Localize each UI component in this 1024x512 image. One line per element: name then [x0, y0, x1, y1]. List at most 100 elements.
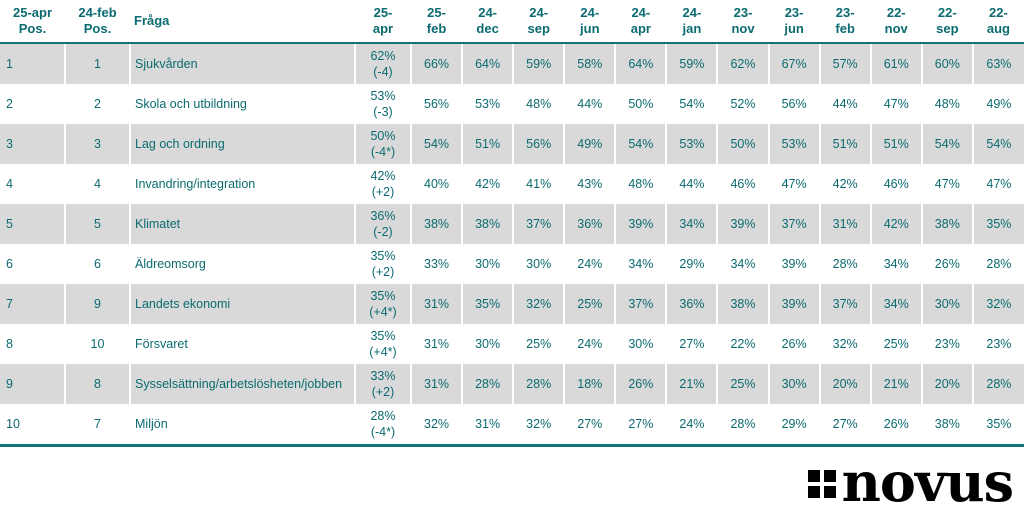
value-cell: 54%: [971, 124, 1024, 164]
value-cell: 54%: [409, 124, 463, 164]
value-cell: 34%: [869, 284, 922, 324]
table-row: 2 2 Skola och utbildning 53% (-3) 56% 53% 48% 4…: [0, 84, 1024, 124]
value-cell: 26%: [920, 244, 973, 284]
pos-current-cell: 10: [0, 404, 65, 447]
value-cell: 38%: [461, 204, 514, 244]
question-cell: Lag och ordning: [129, 124, 355, 164]
value-cell: 59%: [665, 43, 718, 84]
column-header: 23- nov: [717, 0, 769, 44]
logo-square-icon: [807, 470, 820, 482]
column-header: 24-feb Pos.: [65, 0, 130, 44]
value-cell: 30%: [512, 244, 565, 284]
column-header: 22- nov: [870, 0, 922, 44]
pos-previous-cell: 2: [64, 84, 130, 124]
value-cell: 23%: [971, 324, 1024, 364]
value-cell: 39%: [614, 204, 667, 244]
value-cell: 47%: [920, 164, 973, 204]
table-body: 1 1 Sjukvården 62% (-4) 66% 64% 59% 58% 64% 59% 62…: [0, 43, 1024, 447]
value-cell: 31%: [409, 364, 463, 404]
column-header: 24- jan: [666, 0, 718, 44]
value-cell: 42%: [869, 204, 922, 244]
value-cell: 38%: [716, 284, 769, 324]
table-header: 25-apr Pos. 24-feb Pos. Fråga 25- apr 25- fe…: [0, 0, 1024, 44]
pos-previous-cell: 3: [64, 124, 130, 164]
value-cell: 32%: [512, 404, 565, 447]
value-cell: 20%: [818, 364, 871, 404]
column-header: 25-apr Pos.: [0, 0, 65, 44]
value-cell: 28%: [971, 364, 1024, 404]
table-row: 1 1 Sjukvården 62% (-4) 66% 64% 59% 58% 64% 59% 62…: [0, 43, 1024, 84]
novus-four-squares-icon: [807, 470, 836, 498]
value-cell: 29%: [767, 404, 820, 447]
column-header: 24- jun: [564, 0, 616, 44]
value-cell: 48%: [920, 84, 973, 124]
value-cell: 61%: [869, 43, 922, 84]
current-value-cell: 50% (-4*): [354, 124, 411, 164]
value-cell: 53%: [665, 124, 718, 164]
value-cell: 27%: [665, 324, 718, 364]
value-cell: 47%: [971, 164, 1024, 204]
pos-current-cell: 6: [6, 256, 13, 271]
value-cell: 28%: [716, 404, 769, 447]
value-cell: 57%: [818, 43, 871, 84]
value-cell: 29%: [665, 244, 718, 284]
table-header-row: 25-apr Pos. 24-feb Pos. Fråga 25- apr 25- fe…: [0, 0, 1024, 44]
pos-previous-cell: 8: [64, 364, 130, 404]
value-cell: 24%: [563, 324, 616, 364]
value-cell: 30%: [920, 284, 973, 324]
value-cell: 26%: [869, 404, 922, 447]
value-cell: 47%: [869, 84, 922, 124]
value-cell: 64%: [614, 43, 667, 84]
current-value-cell: 35% (+4*): [354, 284, 411, 324]
value-cell: 59%: [512, 43, 565, 84]
pos-previous-cell: 6: [64, 244, 130, 284]
column-header: 25- feb: [411, 0, 463, 44]
question-cell: Skola och utbildning: [129, 84, 355, 124]
pos-previous-cell: 4: [64, 164, 130, 204]
logo-square-icon: [823, 486, 836, 498]
pos-previous-cell: 9: [64, 284, 130, 324]
question-cell: Sysselsättning/arbetslösheten/jobben: [129, 364, 355, 404]
value-cell: 49%: [971, 84, 1024, 124]
value-cell: 28%: [512, 364, 565, 404]
current-value-cell: 62% (-4): [354, 43, 411, 84]
value-cell: 50%: [716, 124, 769, 164]
value-cell: 46%: [869, 164, 922, 204]
value-cell: 24%: [563, 244, 616, 284]
value-cell: 35%: [971, 204, 1024, 244]
logo-square-icon: [823, 470, 836, 482]
value-cell: 24%: [665, 404, 718, 447]
value-cell: 54%: [665, 84, 718, 124]
value-cell: 31%: [818, 204, 871, 244]
value-cell: 44%: [563, 84, 616, 124]
column-header: 23- feb: [819, 0, 871, 44]
value-cell: 53%: [767, 124, 820, 164]
value-cell: 44%: [818, 84, 871, 124]
value-cell: 37%: [512, 204, 565, 244]
column-header: Fråga: [130, 0, 355, 44]
column-header: 23- jun: [768, 0, 820, 44]
value-cell: 37%: [818, 284, 871, 324]
table-row: 5 5 Klimatet 36% (-2) 38% 38% 37% 36% 39% 34% 39% 3…: [0, 204, 1024, 244]
pos-current-cell: 9: [0, 364, 65, 404]
value-cell: 27%: [818, 404, 871, 447]
value-cell: 35%: [971, 404, 1024, 447]
value-cell: 32%: [818, 324, 871, 364]
value-cell: 64%: [461, 43, 514, 84]
pos-current-cell: 3: [0, 124, 65, 164]
table-row: 7 9 Landets ekonomi 35% (+4*) 31% 35% 32% 25% 37…: [0, 284, 1024, 324]
logo-square-icon: [807, 486, 820, 498]
value-cell: 26%: [767, 324, 820, 364]
question-cell: Försvaret: [129, 324, 355, 364]
value-cell: 66%: [409, 43, 463, 84]
value-cell: 22%: [716, 324, 769, 364]
value-cell: 31%: [409, 284, 463, 324]
pos-current-cell: 1: [0, 43, 65, 84]
value-cell: 67%: [767, 43, 820, 84]
column-header: 22- aug: [972, 0, 1024, 44]
current-value-cell: 36% (-2): [354, 204, 411, 244]
value-cell: 52%: [716, 84, 769, 124]
value-cell: 34%: [869, 244, 922, 284]
value-cell: 44%: [665, 164, 718, 204]
value-cell: 30%: [614, 324, 667, 364]
